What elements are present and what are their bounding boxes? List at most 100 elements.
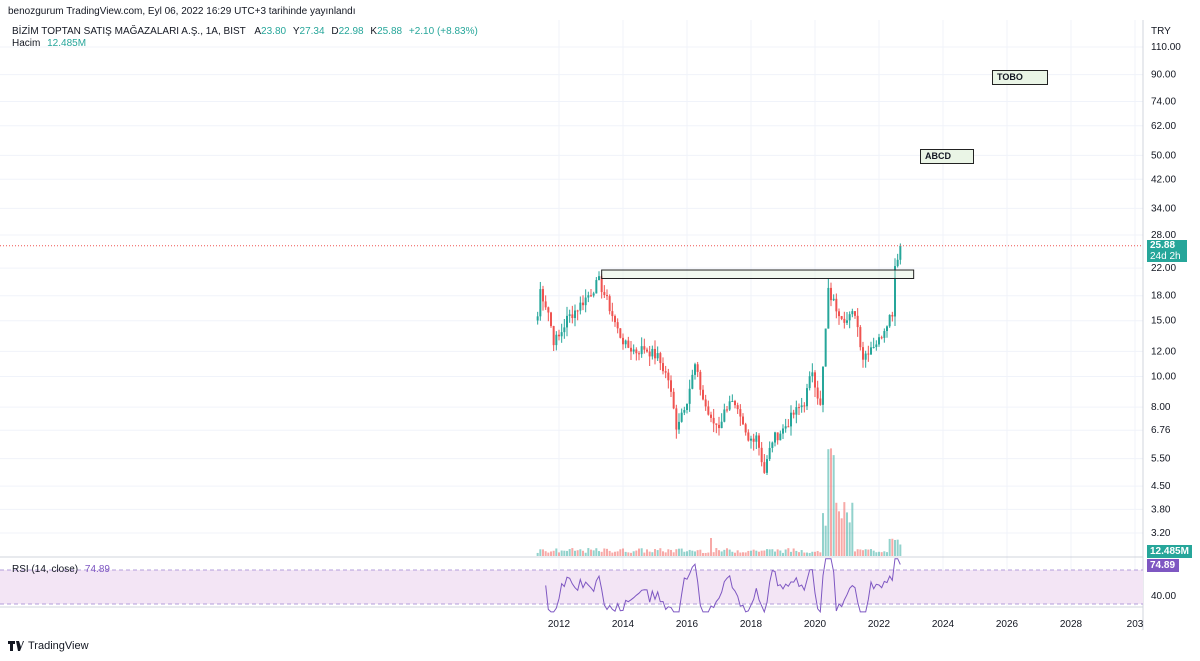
candle-body [670, 380, 672, 392]
candle-body [694, 364, 696, 375]
volume-bar [710, 538, 712, 556]
candle-body [792, 412, 795, 415]
open-label: A [254, 26, 262, 37]
last-price-value: 25.88 [1150, 240, 1176, 251]
candle-body [587, 295, 590, 298]
price-tick-label: 50.00 [1151, 150, 1176, 161]
volume-bar [763, 550, 766, 556]
candle-body [576, 310, 579, 312]
tobo-annotation[interactable]: TOBO [992, 70, 1048, 85]
candle-body [688, 388, 691, 404]
volume-bar [840, 518, 843, 556]
candle-body [864, 353, 867, 360]
rsi-panel [0, 558, 1143, 614]
candle-body [680, 412, 683, 422]
volume-bar [563, 550, 566, 556]
volume-bar [646, 549, 648, 556]
candle-body [870, 347, 872, 355]
tradingview-icon [8, 641, 24, 651]
volume-bar [848, 522, 851, 556]
volume-bar [800, 550, 803, 556]
volume-bar [731, 551, 734, 556]
volume-legend: Hacim 12.485M [12, 38, 86, 49]
volume-bar [712, 552, 715, 556]
volume-bar [798, 552, 800, 556]
volume-bar [835, 502, 838, 556]
price-axis-ticks: 110.00 90.00 74.00 62.00 50.00 42.00 34.00 28.0… [1151, 42, 1181, 539]
candle-body [846, 320, 848, 323]
price-tick-label: 18.00 [1151, 291, 1176, 302]
price-tick-label: 90.00 [1151, 70, 1176, 81]
candle-body [816, 387, 819, 399]
volume-bar [608, 550, 611, 556]
volume-bar [888, 538, 891, 556]
tradingview-logo[interactable]: TradingView [8, 640, 89, 652]
chart-decorations [0, 245, 1143, 279]
candle-body [872, 346, 875, 348]
volume-value: 12.485M [47, 38, 87, 49]
time-tick-label: 2014 [612, 619, 635, 630]
candle-body [704, 399, 707, 407]
price-tick-label: 6.76 [1151, 425, 1171, 436]
candle-body [579, 302, 582, 311]
candle-body [758, 435, 760, 448]
candle-body [728, 401, 731, 410]
candle-body [678, 421, 680, 430]
price-tick-label: 62.00 [1151, 121, 1176, 132]
volume-tag: 12.485M [1147, 545, 1192, 558]
candle-body [739, 409, 742, 417]
volume-bar [630, 552, 632, 556]
volume-bar [779, 550, 782, 556]
candle-body [771, 442, 774, 448]
candle-body [862, 347, 864, 360]
high-value: 27.34 [299, 26, 325, 37]
volume-bar [838, 511, 840, 556]
price-tick-label: 12.00 [1151, 346, 1176, 357]
volume-bar [662, 551, 664, 556]
candle-body [774, 432, 776, 443]
volume-bar [659, 548, 662, 556]
volume-bar [736, 550, 739, 556]
candle-body [888, 314, 891, 327]
candle-body [606, 295, 608, 297]
candle-body [707, 406, 710, 415]
volume-bar [643, 552, 646, 556]
high-label: Y [292, 26, 300, 37]
candle-body [875, 344, 878, 347]
volume-bar [782, 552, 784, 556]
candle-body [899, 245, 902, 260]
time-tick-label: 2024 [932, 619, 955, 630]
countdown: 24d 2h [1150, 251, 1181, 262]
last-price-tag: 25.88 24d 2h [1147, 240, 1187, 262]
volume-bar [864, 549, 867, 556]
rsi-band [0, 570, 1143, 604]
price-tick-label: 110.00 [1151, 42, 1181, 53]
symbol-name[interactable]: BİZİM TOPTAN SATIŞ MAĞAZALARI A.Ş., 1A, … [12, 26, 246, 37]
volume-bar [635, 550, 638, 556]
gridlines [0, 20, 1144, 630]
candle-body [723, 409, 726, 422]
candle-body [584, 297, 587, 306]
volume-bar [539, 549, 542, 556]
volume-bar [755, 550, 758, 556]
volume-bar [792, 548, 795, 556]
volume-bar [846, 512, 848, 556]
volume-bar [632, 551, 635, 556]
abcd-annotation[interactable]: ABCD [920, 149, 974, 164]
close-value: 25.88 [377, 26, 403, 37]
volume-label[interactable]: Hacim [12, 38, 41, 49]
volume-bar [859, 549, 862, 556]
candle-body [814, 372, 816, 388]
rsi-label[interactable]: RSI (14, close) [12, 564, 79, 575]
price-tick-label: 3.80 [1151, 504, 1171, 515]
candle-body [731, 401, 734, 403]
time-tick-label: 2016 [676, 619, 699, 630]
candle-body [763, 462, 766, 473]
volume-bar [680, 548, 683, 556]
volume-bar [723, 549, 726, 556]
candle-body [878, 337, 880, 345]
candle-body [803, 405, 806, 407]
volume-bar [720, 551, 723, 556]
volume-bar [598, 551, 600, 556]
